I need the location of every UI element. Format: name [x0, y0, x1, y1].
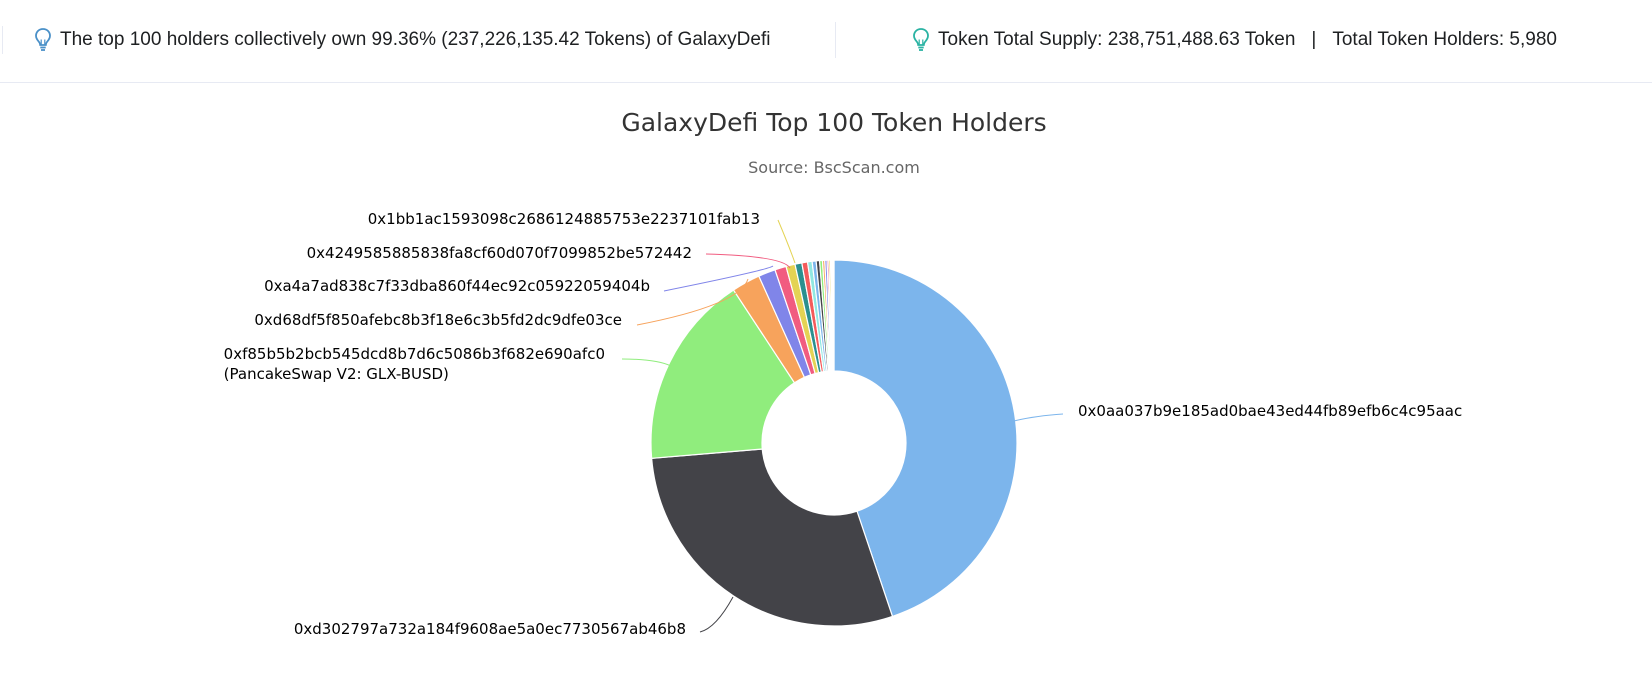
token-stats: Token Total Supply: 238,751,488.63 Token… [912, 27, 1557, 53]
total-holders-text: Total Token Holders: 5,980 [1332, 29, 1557, 50]
info-bar-edge [2, 26, 3, 54]
top-holders-text: The top 100 holders collectively own 99.… [60, 29, 771, 50]
info-bar-divider [835, 22, 836, 58]
slice-connector [663, 265, 774, 292]
slice-label: 0xd302797a732a184f9608ae5a0ec7730567ab46… [294, 620, 686, 638]
slice-label: 0xf85b5b2bcb545dcd8b7d6c5086b3f682e690af… [224, 345, 605, 363]
slice-connector [636, 278, 749, 326]
slice-label: 0x4249585885838fa8cf60d070f7099852be5724… [307, 244, 692, 262]
pie-slice[interactable] [832, 259, 835, 372]
slice-connector [705, 253, 791, 269]
slice-label: 0x1bb1ac1593098c2686124885753e2237101fab… [368, 210, 760, 228]
slice-label-line2: (PancakeSwap V2: GLX-BUSD) [224, 365, 449, 383]
pie-slice[interactable] [650, 448, 894, 627]
info-bar: The top 100 holders collectively own 99.… [0, 0, 1652, 83]
chart-title: GalaxyDefi Top 100 Token Holders [621, 108, 1047, 137]
slice-connector [777, 219, 796, 264]
chart-subtitle: Source: BscScan.com [748, 158, 920, 177]
lightbulb-icon [34, 27, 52, 53]
total-supply-text: Token Total Supply: 238,751,488.63 Token [938, 29, 1296, 50]
slice-connector [1013, 413, 1064, 422]
slice-label: 0xd68df5f850afebc8b3f18e6c3b5fd2dc9dfe03… [254, 311, 622, 329]
slice-connector [699, 596, 734, 633]
slice-label: 0x0aa037b9e185ad0bae43ed44fb89efb6c4c95a… [1078, 402, 1462, 420]
slice-connector [621, 358, 672, 367]
stats-separator: | [1311, 29, 1317, 50]
pie-slice[interactable] [833, 259, 1018, 618]
lightbulb-icon [912, 27, 930, 53]
pie-slice[interactable] [650, 289, 796, 459]
top-holders-summary: The top 100 holders collectively own 99.… [34, 27, 770, 53]
slice-label: 0xa4a7ad838c7f33dba860f44ec92c0592205940… [264, 277, 650, 295]
